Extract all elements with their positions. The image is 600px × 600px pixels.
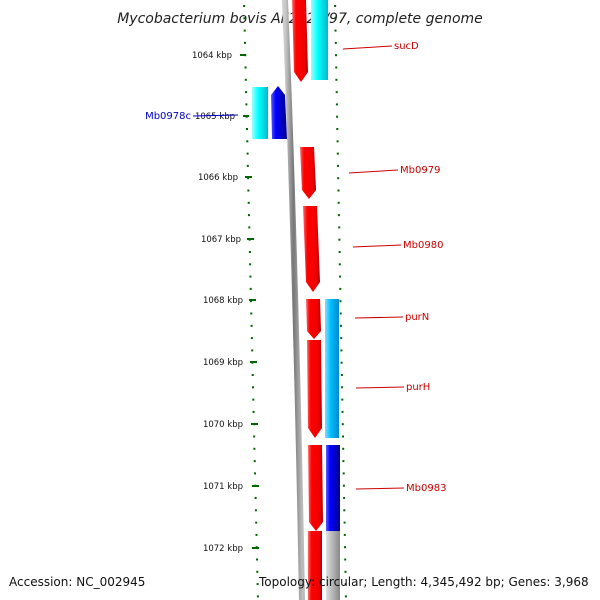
tick-label-1065: 1065 kbp [195, 112, 235, 122]
gene-label-Mb0979[interactable]: Mb0979 [400, 165, 440, 176]
gene-Mb0979[interactable] [300, 147, 316, 199]
gene-Mb0983[interactable] [308, 445, 323, 531]
feature-cyan-left[interactable] [252, 87, 268, 139]
tick-label-1067: 1067 kbp [201, 235, 241, 245]
tick-label-1072: 1072 kbp [203, 544, 243, 554]
gene-Mb0980[interactable] [303, 206, 320, 292]
gene-bottom[interactable] [308, 531, 322, 600]
gene-Mb0978c[interactable] [271, 86, 287, 139]
gene-label-Mb0980[interactable]: Mb0980 [403, 240, 443, 251]
accession-text: Accession: NC_002945 [9, 575, 145, 589]
feature-lightblue-purN[interactable] [325, 299, 339, 438]
tick-label-1068: 1068 kbp [203, 296, 243, 306]
label-leaders [192, 45, 405, 490]
tick-label-1066: 1066 kbp [198, 173, 238, 183]
tick-label-1064: 1064 kbp [192, 51, 232, 61]
gene-labels: sucD Mb0978c Mb0979 Mb0980 purN purH Mb0… [145, 41, 446, 494]
gene-label-purN[interactable]: purN [405, 312, 429, 323]
feature-cyan-top[interactable] [311, 0, 328, 80]
features [252, 0, 340, 600]
tick-label-1071: 1071 kbp [203, 482, 243, 492]
gene-purH[interactable] [307, 340, 322, 438]
gene-label-Mb0978c[interactable]: Mb0978c [145, 111, 191, 122]
topology-text: Topology: circular; Length: 4,345,492 bp… [258, 575, 589, 589]
tick-rails [243, 5, 347, 598]
genome-backbone [282, 0, 305, 600]
gene-purN[interactable] [306, 299, 321, 339]
gene-label-sucD[interactable]: sucD [394, 41, 419, 52]
gene-label-purH[interactable]: purH [406, 382, 430, 393]
tick-label-1069: 1069 kbp [203, 358, 243, 368]
gene-label-Mb0983[interactable]: Mb0983 [406, 483, 446, 494]
feature-blue-Mb0983[interactable] [326, 445, 340, 531]
feature-grey-bottom[interactable] [326, 531, 340, 600]
gene-sucD[interactable] [292, 0, 308, 82]
tick-label-1070: 1070 kbp [203, 420, 243, 430]
axis-ticks: 1064 kbp 1065 kbp 1066 kbp 1067 kbp 1068… [192, 51, 259, 554]
right-tick-rail [334, 5, 347, 598]
